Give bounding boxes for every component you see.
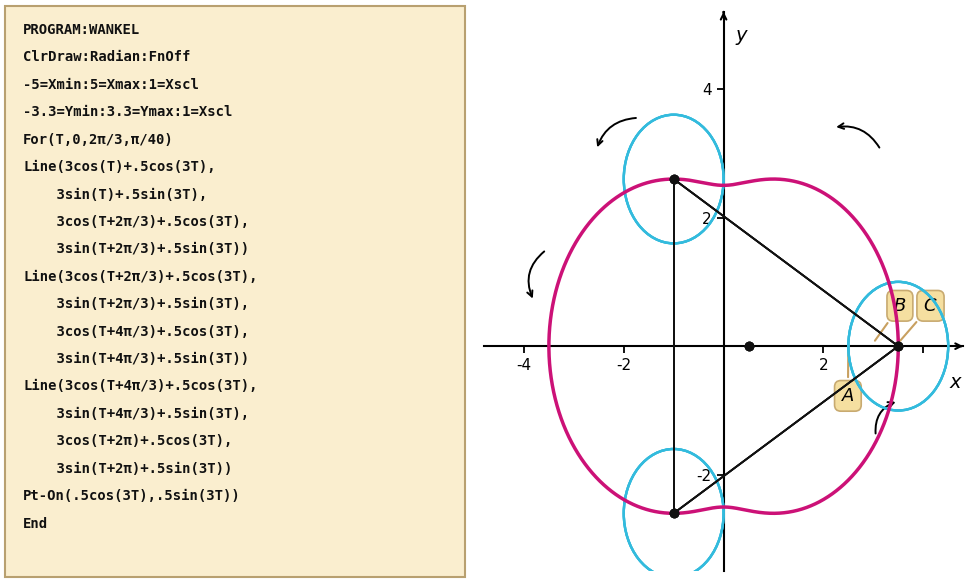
Text: 3cos(T+4π/3)+.5cos(3T),: 3cos(T+4π/3)+.5cos(3T),	[23, 325, 250, 339]
Text: End: End	[23, 517, 48, 531]
Text: For(T,0,2π/3,π/40): For(T,0,2π/3,π/40)	[23, 133, 174, 147]
Text: $B$: $B$	[875, 297, 907, 340]
Text: $x$: $x$	[949, 373, 963, 392]
Text: 3sin(T+4π/3)+.5sin(3T)): 3sin(T+4π/3)+.5sin(3T))	[23, 352, 250, 366]
Text: -5=Xmin:5=Xmax:1=Xscl: -5=Xmin:5=Xmax:1=Xscl	[23, 78, 199, 92]
Text: Line(3cos(T+4π/3)+.5cos(3T),: Line(3cos(T+4π/3)+.5cos(3T),	[23, 380, 257, 394]
Text: ClrDraw:Radian:FnOff: ClrDraw:Radian:FnOff	[23, 50, 191, 64]
Text: 3cos(T+2π)+.5cos(3T),: 3cos(T+2π)+.5cos(3T),	[23, 434, 232, 448]
Text: 3cos(T+2π/3)+.5cos(3T),: 3cos(T+2π/3)+.5cos(3T),	[23, 215, 250, 229]
Text: 3sin(T+2π/3)+.5sin(3T)): 3sin(T+2π/3)+.5sin(3T))	[23, 243, 250, 257]
Text: Pt-On(.5cos(3T),.5sin(3T)): Pt-On(.5cos(3T),.5sin(3T))	[23, 489, 241, 503]
FancyBboxPatch shape	[5, 6, 465, 577]
Text: $C$: $C$	[900, 297, 938, 341]
Text: $y$: $y$	[735, 28, 749, 47]
Text: $A$: $A$	[841, 346, 855, 405]
Text: PROGRAM:WANKEL: PROGRAM:WANKEL	[23, 23, 140, 37]
Text: 3sin(T+4π/3)+.5sin(3T),: 3sin(T+4π/3)+.5sin(3T),	[23, 407, 250, 421]
Text: -3.3=Ymin:3.3=Ymax:1=Xscl: -3.3=Ymin:3.3=Ymax:1=Xscl	[23, 106, 232, 120]
Text: Line(3cos(T+2π/3)+.5cos(3T),: Line(3cos(T+2π/3)+.5cos(3T),	[23, 270, 257, 284]
Text: Line(3cos(T)+.5cos(3T),: Line(3cos(T)+.5cos(3T),	[23, 160, 216, 174]
Text: 3sin(T+2π)+.5sin(3T)): 3sin(T+2π)+.5sin(3T))	[23, 462, 232, 476]
Text: 3sin(T)+.5sin(3T),: 3sin(T)+.5sin(3T),	[23, 188, 207, 202]
Text: 3sin(T+2π/3)+.5sin(3T),: 3sin(T+2π/3)+.5sin(3T),	[23, 297, 250, 311]
